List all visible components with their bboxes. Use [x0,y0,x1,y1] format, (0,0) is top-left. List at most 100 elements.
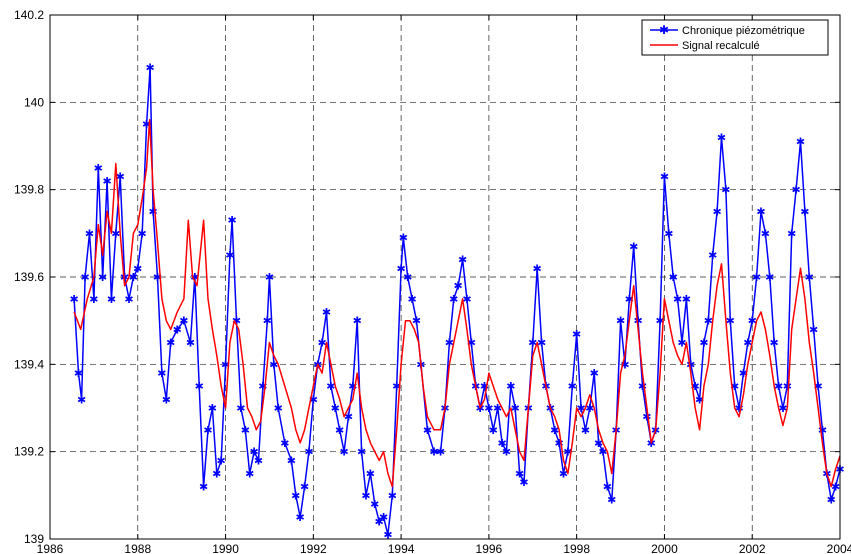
grid [50,15,840,539]
data-point: ✱ [734,402,743,415]
x-tick-label: 1986 [37,542,64,554]
data-point: ✱ [620,358,629,371]
data-point: ✱ [399,232,408,245]
data-point: ✱ [322,306,331,319]
data-point: ✱ [287,454,296,467]
x-tick-label: 1992 [300,542,327,554]
data-point: ✱ [375,516,384,529]
data-point: ✱ [263,315,272,328]
legend-box [641,19,829,56]
data-point: ✱ [149,206,158,219]
data-point: ✱ [142,118,151,131]
x-tick-label: 2004 [827,542,851,554]
data-point: ✱ [660,171,669,184]
data-point: ✱ [107,293,116,306]
data-point: ✱ [752,271,761,284]
data-point: ✱ [361,489,370,502]
data-point: ✱ [506,380,515,393]
data-point: ✱ [756,206,765,219]
data-point: ✱ [357,446,366,459]
data-point: ✱ [353,315,362,328]
y-tick-label: 140.2 [14,8,44,22]
data-point: ✱ [291,489,300,502]
data-point: ✱ [519,476,528,489]
data-point: ✱ [721,184,730,197]
data-point: ✱ [708,249,717,262]
data-point: ✱ [603,481,612,494]
data-point: ✱ [116,171,125,184]
legend-label-chronique: Chronique piézométrique [682,25,805,37]
data-point: ✱ [625,293,634,306]
y-tick-label: 139.4 [14,357,44,371]
data-point: ✱ [783,380,792,393]
data-point: ✱ [412,315,421,328]
series-chronique: ✱ ✱ ✱ ✱ ✱ ✱ ✱ ✱ ✱ ✱ ✱ ✱ ✱ ✱ ✱ ✱ ✱ ✱ ✱ ✱ ✱ ✱ ✱ ✱ ✱ ✱ ✱ ✱ ✱ ✱ ✱ ✱ ✱ ✱ ✱ ✱ ✱ ✱ ✱ ✱… [70,61,845,541]
data-point: ✱ [133,262,142,275]
x-tick-label: 1998 [563,542,590,554]
data-point: ✱ [576,402,585,415]
y-tick-label: 140 [24,95,44,109]
data-point: ✱ [497,437,506,450]
data-point: ✱ [269,358,278,371]
data-point: ✱ [765,271,774,284]
data-point: ✱ [629,240,638,253]
data-point: ✱ [166,337,175,350]
data-point: ✱ [761,227,770,240]
axis-ticks: 1986 1988 1990 1992 1994 1996 1998 2000 2002 2004… [14,8,851,554]
data-point: ✱ [326,380,335,393]
data-point: ✱ [739,367,748,380]
data-point: ✱ [436,446,445,459]
data-point: ✱ [533,262,542,275]
data-point: ✱ [449,293,458,306]
data-point: ✱ [145,61,154,74]
data-point: ✱ [397,262,406,275]
x-tick-label: 1990 [212,542,239,554]
data-point: ✱ [778,402,787,415]
y-tick-label: 139.2 [14,445,44,459]
data-point: ✱ [655,315,664,328]
data-point: ✱ [489,424,498,437]
data-point: ✱ [203,424,212,437]
data-point: ✱ [638,380,647,393]
data-point: ✱ [74,367,83,380]
data-point: ✱ [392,380,401,393]
y-tick-label: 139.8 [14,183,44,197]
data-point: ✱ [370,498,379,511]
data-point: ✱ [555,437,564,450]
data-point: ✱ [173,323,182,336]
y-tick-label: 139.6 [14,270,44,284]
data-point: ✱ [309,393,318,406]
data-point: ✱ [686,358,695,371]
x-tick-label: 1996 [476,542,503,554]
data-point: ✱ [480,380,489,393]
x-tick-label: 2000 [651,542,678,554]
data-point: ✱ [770,337,779,350]
data-point: ✱ [695,393,704,406]
data-point: ✱ [634,315,643,328]
data-point: ✱ [379,511,388,524]
data-point: ✱ [563,446,572,459]
data-point: ✱ [809,323,818,336]
data-point: ✱ [594,437,603,450]
data-point: ✱ [89,293,98,306]
data-point: ✱ [179,315,188,328]
data-point: ✱ [515,468,524,481]
data-point: ✱ [258,380,267,393]
data-point: ✱ [484,402,493,415]
data-point: ✱ [274,402,283,415]
data-point: ✱ [568,380,577,393]
data-point: ✱ [691,380,700,393]
x-tick-label: 2002 [739,542,766,554]
data-point: ✱ [81,271,90,284]
data-point: ✱ [585,402,594,415]
data-point: ✱ [669,271,678,284]
data-point: ✱ [800,206,809,219]
data-point: ✱ [344,411,353,424]
data-point: ✱ [616,315,625,328]
data-point: ✱ [717,131,726,144]
data-point: ✱ [673,293,682,306]
data-point: ✱ [682,293,691,306]
data-point: ✱ [664,227,673,240]
data-point: ✱ [407,293,416,306]
